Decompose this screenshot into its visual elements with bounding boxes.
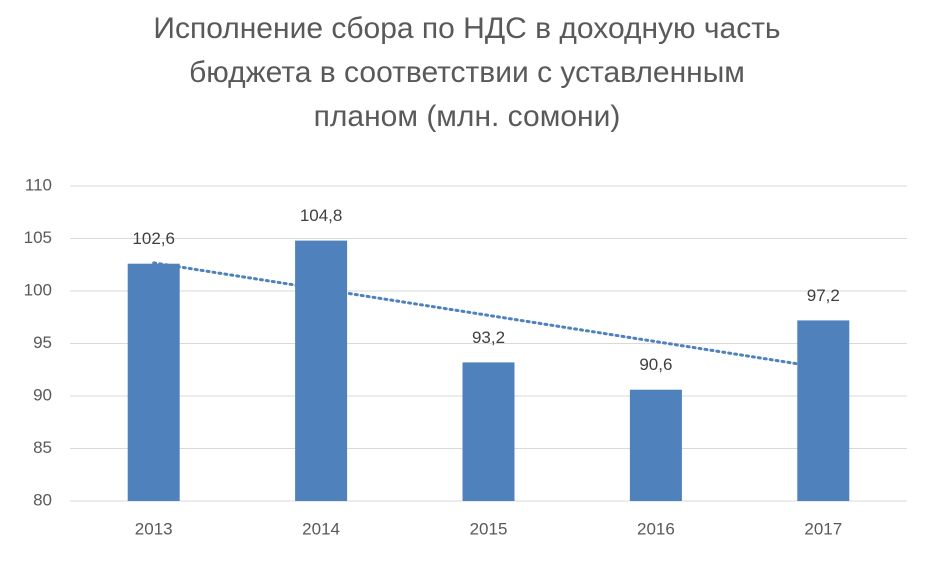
- bar: [629, 389, 682, 501]
- y-tick-label: 105: [24, 228, 52, 247]
- value-label: 102,6: [132, 229, 175, 248]
- bar: [462, 362, 515, 501]
- bar: [127, 263, 180, 501]
- bar: [797, 320, 850, 501]
- chart-title: Исполнение сбора по НДС в доходную часть: [153, 12, 780, 45]
- x-tick-label: 2016: [637, 519, 675, 538]
- value-label: 104,8: [300, 206, 343, 225]
- y-tick-label: 90: [33, 385, 52, 404]
- trendline: [152, 261, 825, 370]
- y-tick-label: 95: [33, 333, 52, 352]
- chart-title: бюджета в соответствии с уставленным: [189, 56, 745, 89]
- plot: 2013 2014 2015 2016 2017 102,6 104,8 93,2 90,6 97…: [127, 206, 850, 538]
- x-tick-label: 2013: [135, 519, 173, 538]
- value-label: 90,6: [639, 355, 672, 374]
- value-label: 93,2: [472, 328, 505, 347]
- y-tick-label: 110: [25, 175, 52, 194]
- x-tick-label: 2015: [470, 519, 508, 538]
- bar: [295, 240, 348, 501]
- value-label: 97,2: [807, 286, 840, 305]
- y-tick-label: 80: [33, 490, 52, 509]
- chart-title: планом (млн. сомони): [314, 100, 621, 133]
- x-tick-label: 2014: [302, 519, 340, 538]
- y-tick-label: 100: [24, 280, 52, 299]
- x-tick-label: 2017: [804, 519, 842, 538]
- y-tick-label: 85: [33, 438, 52, 457]
